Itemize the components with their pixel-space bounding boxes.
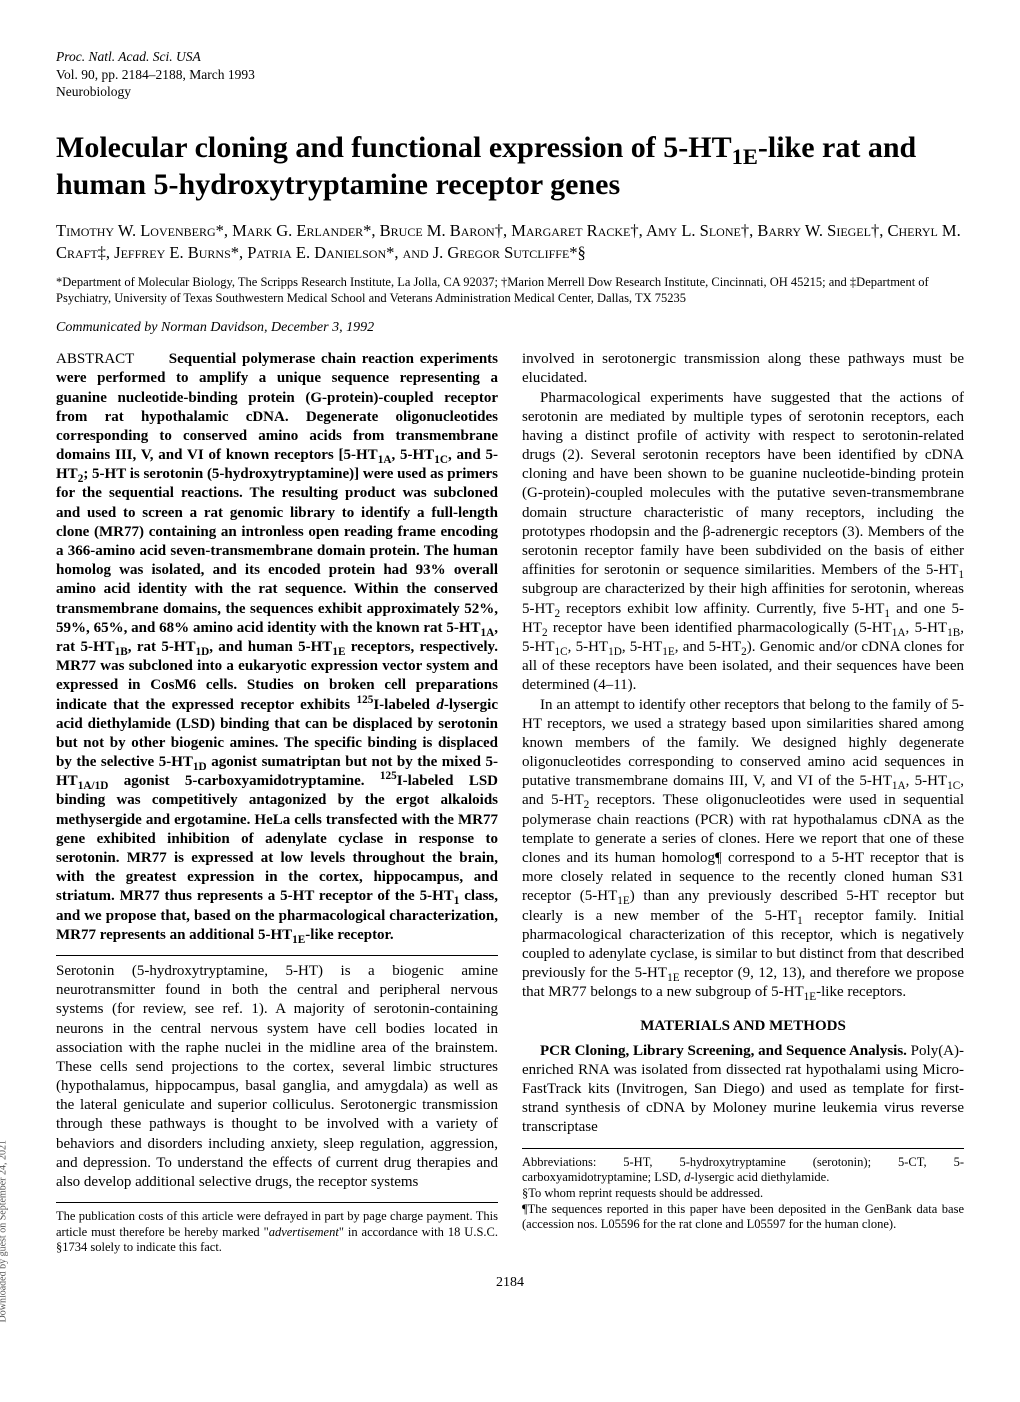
article-title: Molecular cloning and functional express…	[56, 129, 964, 204]
author-list: Timothy W. Lovenberg*, Mark G. Erlander*…	[56, 220, 964, 265]
intro-continuation: involved in serotonergic transmission al…	[522, 350, 964, 388]
communicated-by: Communicated by Norman Davidson, Decembe…	[56, 319, 964, 337]
intro-paragraph-2: Pharmacological experiments have suggest…	[522, 389, 964, 696]
abstract: ABSTRACT Sequential polymerase chain rea…	[56, 350, 498, 945]
download-watermark: Downloaded by guest on September 24, 202…	[0, 1140, 10, 1322]
affiliations: *Department of Molecular Biology, The Sc…	[56, 274, 964, 307]
footnote-rule-left	[56, 1202, 498, 1203]
intro-paragraph-3: In an attempt to identify other receptor…	[522, 696, 964, 1003]
methods-heading: MATERIALS AND METHODS	[522, 1017, 964, 1036]
journal-name: Proc. Natl. Acad. Sci. USA	[56, 48, 964, 66]
page-number: 2184	[56, 1274, 964, 1292]
abstract-text: Sequential polymerase chain reaction exp…	[56, 351, 498, 943]
footnote-rule-right	[522, 1148, 964, 1149]
volume-line: Vol. 90, pp. 2184–2188, March 1993	[56, 66, 964, 84]
abbreviations-footnote: Abbreviations: 5-HT, 5-hydroxytryptamine…	[522, 1155, 964, 1233]
journal-header: Proc. Natl. Acad. Sci. USA Vol. 90, pp. …	[56, 48, 964, 101]
intro-paragraph-1: Serotonin (5-hydroxytryptamine, 5-HT) is…	[56, 962, 498, 1192]
abstract-rule	[56, 955, 498, 956]
section-name: Neurobiology	[56, 83, 964, 101]
methods-paragraph-1: PCR Cloning, Library Screening, and Sequ…	[522, 1042, 964, 1138]
abstract-label: ABSTRACT	[56, 351, 134, 367]
publication-cost-footnote: The publication costs of this article we…	[56, 1209, 498, 1256]
body-columns: ABSTRACT Sequential polymerase chain rea…	[56, 350, 964, 1256]
